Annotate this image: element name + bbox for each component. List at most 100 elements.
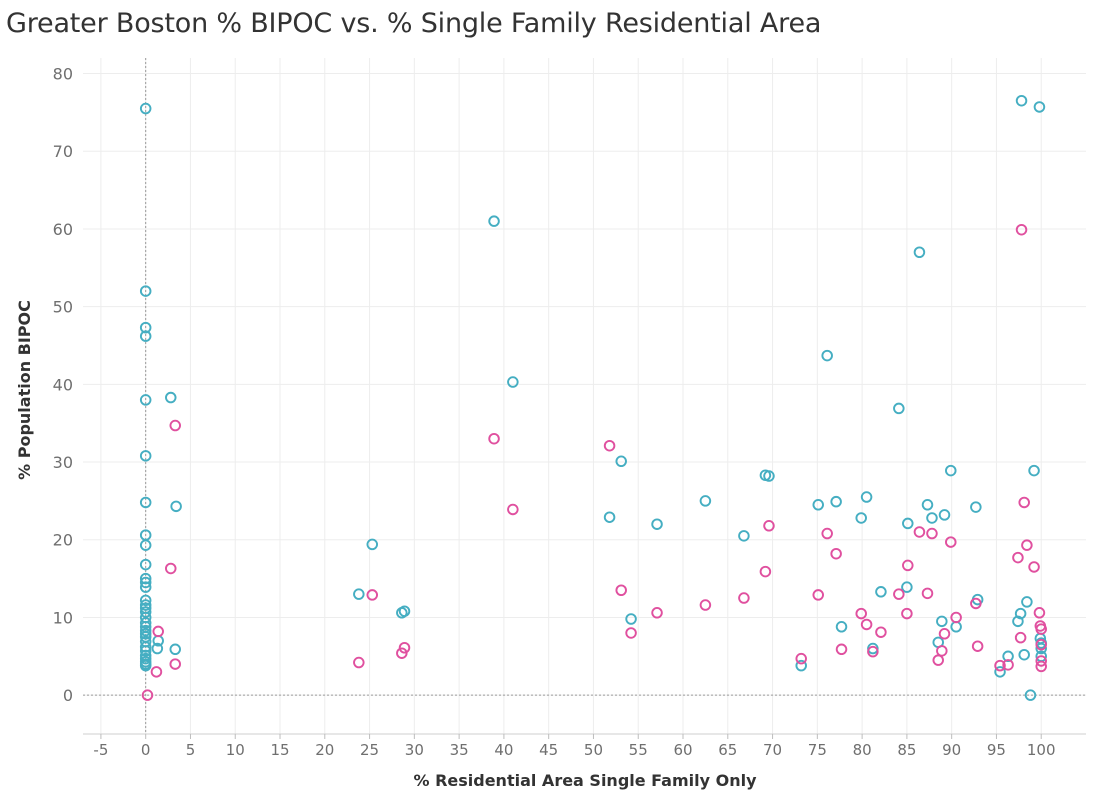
pink-data-point[interactable] xyxy=(835,643,848,656)
pink-data-point[interactable] xyxy=(165,562,177,575)
pink-data-point[interactable] xyxy=(936,645,948,657)
teal-data-point[interactable] xyxy=(835,621,848,633)
pink-data-point[interactable] xyxy=(994,659,1006,672)
teal-data-point[interactable] xyxy=(1033,101,1046,113)
pink-data-point[interactable] xyxy=(893,588,905,600)
pink-data-point[interactable] xyxy=(169,658,181,670)
pink-data-point[interactable] xyxy=(1033,607,1046,619)
teal-data-point[interactable] xyxy=(913,246,926,259)
pink-data-point[interactable] xyxy=(950,611,962,624)
pink-data-point[interactable] xyxy=(699,599,712,611)
pink-data-point[interactable] xyxy=(1012,551,1024,564)
teal-data-point[interactable] xyxy=(1024,689,1037,701)
teal-data-point[interactable] xyxy=(936,615,948,628)
pink-data-point[interactable] xyxy=(396,647,408,659)
pink-data-point[interactable] xyxy=(860,618,873,631)
teal-data-point[interactable] xyxy=(945,464,957,477)
teal-data-point[interactable] xyxy=(738,530,750,542)
pink-data-point[interactable] xyxy=(1002,659,1014,671)
teal-data-point[interactable] xyxy=(170,500,182,513)
teal-data-point[interactable] xyxy=(901,581,913,593)
pink-data-point[interactable] xyxy=(921,587,934,600)
teal-data-point[interactable] xyxy=(139,581,152,593)
pink-data-point[interactable] xyxy=(615,584,627,597)
teal-data-point[interactable] xyxy=(139,606,152,618)
pink-data-point[interactable] xyxy=(971,640,984,652)
pink-data-point[interactable] xyxy=(366,589,379,601)
teal-data-point[interactable] xyxy=(902,517,914,530)
teal-data-point[interactable] xyxy=(139,450,152,462)
pink-data-point[interactable] xyxy=(603,439,616,452)
teal-data-point[interactable] xyxy=(398,605,411,617)
teal-data-point[interactable] xyxy=(926,512,938,524)
pink-data-point[interactable] xyxy=(970,597,982,610)
pink-data-point[interactable] xyxy=(738,592,750,604)
pink-data-point[interactable] xyxy=(902,559,914,572)
pink-data-point[interactable] xyxy=(169,419,181,432)
teal-data-point[interactable] xyxy=(812,499,824,511)
pink-data-point[interactable] xyxy=(651,607,663,619)
pink-data-point[interactable] xyxy=(1015,223,1028,236)
pink-data-point[interactable] xyxy=(901,607,913,620)
teal-data-point[interactable] xyxy=(366,538,379,551)
teal-data-point[interactable] xyxy=(139,321,152,334)
teal-data-point[interactable] xyxy=(139,641,152,653)
pink-data-point[interactable] xyxy=(152,625,164,638)
pink-data-point[interactable] xyxy=(913,526,926,538)
pink-data-point[interactable] xyxy=(625,627,637,639)
teal-data-point[interactable] xyxy=(1028,464,1040,477)
pink-data-point[interactable] xyxy=(507,503,519,516)
teal-data-point[interactable] xyxy=(139,539,152,551)
pink-data-point[interactable] xyxy=(398,642,411,654)
pink-data-point[interactable] xyxy=(1035,660,1047,673)
teal-data-point[interactable] xyxy=(763,470,775,482)
pink-data-point[interactable] xyxy=(1035,638,1047,651)
teal-data-point[interactable] xyxy=(488,215,500,227)
teal-data-point[interactable] xyxy=(139,285,152,297)
teal-data-point[interactable] xyxy=(139,645,152,657)
pink-data-point[interactable] xyxy=(932,654,944,666)
teal-data-point[interactable] xyxy=(1018,648,1030,661)
pink-data-point[interactable] xyxy=(1018,496,1030,509)
teal-data-point[interactable] xyxy=(1002,650,1014,663)
pink-data-point[interactable] xyxy=(855,607,867,620)
pink-data-point[interactable] xyxy=(812,589,824,601)
pink-data-point[interactable] xyxy=(759,565,772,578)
pink-data-point[interactable] xyxy=(150,666,163,678)
pink-data-point[interactable] xyxy=(1028,561,1040,573)
pink-data-point[interactable] xyxy=(875,626,887,638)
teal-data-point[interactable] xyxy=(938,509,951,521)
teal-data-point[interactable] xyxy=(139,102,152,115)
teal-data-point[interactable] xyxy=(855,512,867,524)
teal-data-point[interactable] xyxy=(139,659,152,672)
pink-data-point[interactable] xyxy=(926,527,938,540)
teal-data-point[interactable] xyxy=(139,617,152,629)
pink-data-point[interactable] xyxy=(488,432,500,445)
teal-data-point[interactable] xyxy=(860,491,873,503)
teal-data-point[interactable] xyxy=(151,642,164,655)
teal-data-point[interactable] xyxy=(165,391,177,404)
pink-data-point[interactable] xyxy=(821,527,833,540)
pink-data-point[interactable] xyxy=(867,645,879,658)
pink-data-point[interactable] xyxy=(945,536,957,548)
pink-data-point[interactable] xyxy=(1021,539,1033,551)
teal-data-point[interactable] xyxy=(139,594,152,607)
pink-data-point[interactable] xyxy=(938,628,951,640)
teal-data-point[interactable] xyxy=(353,588,365,600)
teal-data-point[interactable] xyxy=(139,330,152,342)
teal-data-point[interactable] xyxy=(651,518,663,530)
teal-data-point[interactable] xyxy=(1012,615,1024,628)
teal-data-point[interactable] xyxy=(139,394,152,406)
teal-data-point[interactable] xyxy=(893,402,905,415)
teal-data-point[interactable] xyxy=(1035,642,1047,655)
pink-data-point[interactable] xyxy=(353,656,365,669)
pink-data-point[interactable] xyxy=(1014,631,1027,644)
teal-data-point[interactable] xyxy=(821,349,833,362)
teal-data-point[interactable] xyxy=(699,495,712,507)
teal-data-point[interactable] xyxy=(1014,607,1027,620)
teal-data-point[interactable] xyxy=(625,613,637,625)
pink-data-point[interactable] xyxy=(141,689,154,701)
teal-data-point[interactable] xyxy=(970,501,982,513)
teal-data-point[interactable] xyxy=(139,496,152,509)
teal-data-point[interactable] xyxy=(139,576,152,589)
